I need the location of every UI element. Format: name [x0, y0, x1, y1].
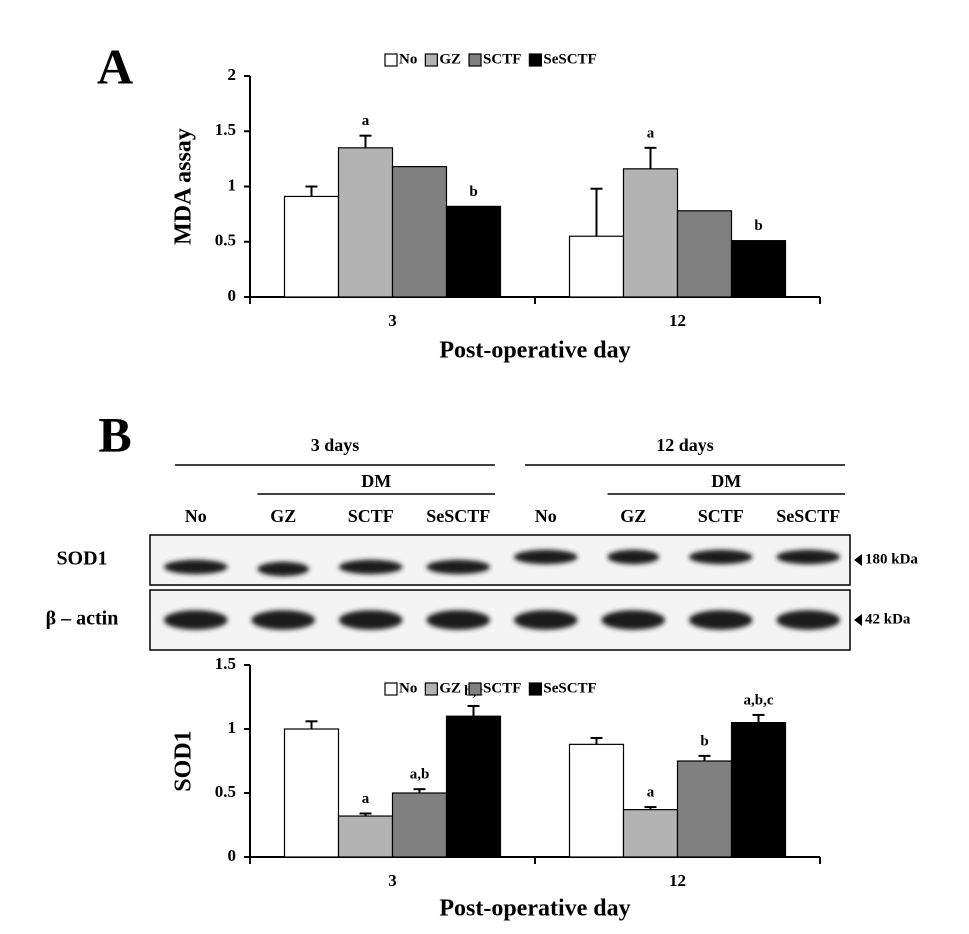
- significance-label: a: [362, 791, 370, 807]
- bar: [283, 195, 340, 298]
- legend-swatch: [468, 53, 482, 67]
- y-tick-label: 0: [228, 286, 237, 305]
- size-label: 42 kDa: [865, 611, 911, 627]
- legend-swatch: [424, 53, 438, 67]
- band: [689, 610, 753, 630]
- significance-label: b: [700, 733, 708, 749]
- bar: [568, 743, 625, 858]
- y-tick-label: 1: [228, 175, 237, 194]
- significance-label: a: [647, 785, 655, 801]
- legend-label: SeSCTF: [543, 680, 596, 696]
- legend-label: No: [399, 680, 417, 696]
- legend-swatch: [384, 53, 398, 67]
- x-tick-label: 3: [388, 871, 397, 890]
- group-label: 12 days: [656, 435, 714, 455]
- size-label: 180 kDa: [865, 551, 918, 567]
- band: [601, 610, 665, 630]
- y-tick-label: 0.5: [215, 782, 236, 801]
- row-label: β – actin: [46, 608, 119, 630]
- bar: [283, 728, 340, 858]
- y-tick-label: 1.5: [215, 654, 236, 673]
- legend-label: GZ: [439, 51, 461, 67]
- arrow: [854, 554, 862, 566]
- bar: [676, 760, 733, 858]
- lane-label: SCTF: [698, 506, 744, 526]
- lane-label: No: [535, 506, 557, 526]
- band-group: [164, 549, 840, 577]
- legend-label: SCTF: [483, 51, 521, 67]
- significance-label: a,b,c: [744, 692, 774, 708]
- bar: [730, 721, 787, 858]
- x-axis-label: Post-operative day: [439, 338, 630, 364]
- significance-label: a,b: [410, 767, 430, 783]
- y-tick-label: 2: [228, 65, 237, 84]
- legend-label: GZ: [439, 680, 461, 696]
- band: [339, 559, 403, 575]
- band: [689, 549, 753, 565]
- band: [426, 559, 490, 575]
- band: [251, 610, 315, 630]
- x-tick-label: 12: [669, 871, 686, 890]
- y-tick-label: 0: [228, 846, 237, 865]
- lane-label: SCTF: [348, 506, 394, 526]
- band: [257, 561, 309, 577]
- x-axis-label: Post-operative day: [439, 896, 630, 922]
- bar: [445, 715, 502, 858]
- y-tick-label: 1: [228, 718, 237, 737]
- y-tick-label: 0.5: [215, 231, 236, 250]
- bar: [445, 205, 502, 298]
- band: [339, 610, 403, 630]
- bar: [337, 147, 394, 298]
- lane-label: GZ: [620, 506, 646, 526]
- legend-label: SCTF: [483, 680, 521, 696]
- bar: [622, 168, 679, 298]
- arrow: [854, 614, 862, 626]
- group-label: 3 days: [311, 435, 360, 455]
- legend-label: SeSCTF: [543, 51, 596, 67]
- lane-label: SeSCTF: [426, 506, 490, 526]
- legend-swatch: [528, 682, 542, 696]
- significance-label: a: [647, 125, 655, 141]
- significance-label: b: [754, 218, 762, 234]
- band: [514, 610, 578, 630]
- significance-label: a: [362, 113, 370, 129]
- subgroup-label: DM: [361, 471, 391, 491]
- x-tick-label: 3: [388, 311, 397, 330]
- panel-label: A: [97, 38, 133, 94]
- lane-label: SeSCTF: [776, 506, 840, 526]
- band: [514, 549, 578, 565]
- y-tick-label: 1.5: [215, 120, 236, 139]
- legend-swatch: [528, 53, 542, 67]
- legend-label: No: [399, 51, 417, 67]
- band: [426, 610, 490, 630]
- band: [776, 549, 840, 565]
- y-axis-label: SOD1: [171, 730, 197, 791]
- bar: [622, 809, 679, 858]
- legend-swatch: [424, 682, 438, 696]
- bar: [730, 240, 787, 298]
- row-label: SOD1: [56, 548, 107, 570]
- band: [607, 549, 659, 565]
- bar: [676, 210, 733, 298]
- bar: [391, 792, 448, 858]
- lane-label: GZ: [270, 506, 296, 526]
- subgroup-label: DM: [711, 471, 741, 491]
- lane-label: No: [185, 506, 207, 526]
- x-tick-label: 12: [669, 311, 686, 330]
- y-axis-label: MDA assay: [171, 128, 197, 245]
- bar: [391, 166, 448, 298]
- band: [776, 610, 840, 630]
- legend-swatch: [468, 682, 482, 696]
- significance-label: b: [469, 184, 477, 200]
- band-group: [164, 610, 840, 630]
- band: [164, 610, 228, 630]
- panel-label: B: [98, 406, 131, 462]
- band: [164, 559, 228, 575]
- bar: [568, 235, 625, 298]
- legend-swatch: [384, 682, 398, 696]
- bar: [337, 815, 394, 858]
